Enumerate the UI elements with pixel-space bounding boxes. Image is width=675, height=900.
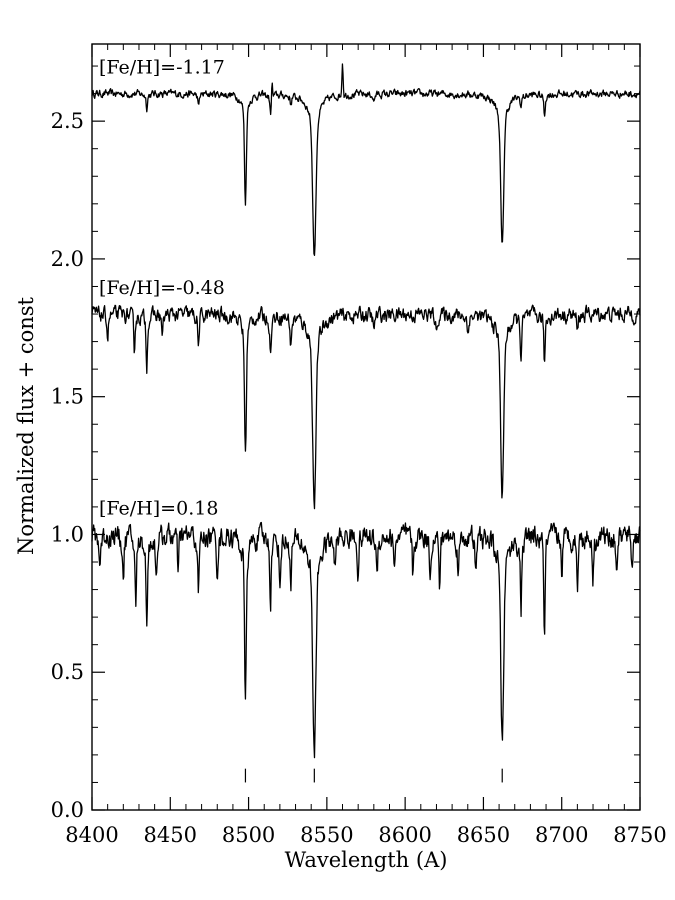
spectra-series [91, 63, 641, 759]
spectrum-line-1 [91, 63, 641, 256]
x-tick-label: 8550 [300, 823, 353, 847]
y-tick-label: 0.5 [51, 660, 84, 684]
x-tick-label: 8450 [144, 823, 197, 847]
spectrum-line-2 [91, 304, 641, 510]
x-tick-label: 8750 [613, 823, 666, 847]
x-axis-title: Wavelength (A) [285, 848, 448, 872]
x-tick-label: 8700 [535, 823, 588, 847]
series-label-3: [Fe/H]=0.18 [99, 497, 218, 519]
y-tick-labels: 0.0 0.5 1.0 1.5 2.0 2.5 [51, 109, 84, 822]
y-tick-label: 2.5 [51, 109, 84, 133]
spectrum-line-3 [91, 521, 641, 759]
x-tick-label: 8600 [378, 823, 431, 847]
line-markers [244, 768, 503, 783]
series-label-1: [Fe/H]=-1.17 [99, 57, 225, 79]
x-tick-label: 8650 [457, 823, 510, 847]
y-tick-label: 1.0 [51, 522, 84, 546]
x-tick-labels: 8400 8450 8500 8550 8600 8650 8700 8750 [65, 823, 666, 847]
x-tick-label: 8500 [222, 823, 275, 847]
plot-frame [91, 43, 641, 811]
axis-ticks [91, 44, 641, 811]
y-tick-label: 0.0 [51, 798, 84, 822]
y-axis-title: Normalized flux + const [14, 296, 38, 555]
series-labels: [Fe/H]=-1.17 [Fe/H]=-0.48 [Fe/H]=0.18 [99, 57, 225, 520]
y-tick-label: 1.5 [51, 385, 84, 409]
x-tick-label: 8400 [65, 823, 118, 847]
series-label-2: [Fe/H]=-0.48 [99, 277, 225, 299]
y-tick-label: 2.0 [51, 247, 84, 271]
